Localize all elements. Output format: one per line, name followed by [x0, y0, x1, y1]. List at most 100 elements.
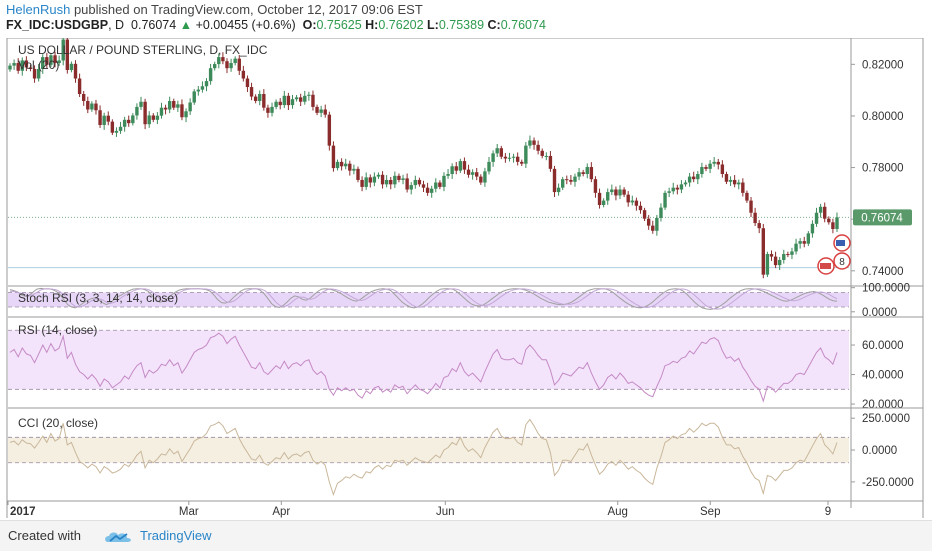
candle-body: [24, 60, 29, 68]
candle-body: [258, 94, 262, 101]
candle-body: [634, 200, 639, 206]
candle-body: [16, 63, 20, 71]
cci-tick-label: -250.0000: [862, 477, 914, 489]
candle-body: [581, 172, 585, 175]
candle-body: [409, 185, 413, 190]
publish-line: HelenRush published on TradingView.com, …: [6, 2, 423, 17]
candle-body: [53, 55, 57, 64]
candle-body: [749, 200, 753, 213]
candle-body: [663, 192, 667, 208]
candle-body: [327, 114, 332, 146]
candle-body: [716, 161, 720, 165]
candle-body: [221, 57, 225, 62]
stoch-rsi-title: Stoch RSI (3, 3, 14, 14, close): [18, 291, 178, 305]
candle-body: [479, 176, 483, 183]
candle-body: [143, 101, 147, 125]
author-link[interactable]: HelenRush: [6, 2, 71, 17]
candle-body: [307, 94, 311, 96]
candle-body: [225, 61, 229, 69]
price-change: +0.00455 (+0.6%): [195, 18, 296, 32]
up-arrow-icon: ▲: [179, 18, 193, 32]
candle-body: [401, 178, 405, 180]
candle-body: [208, 68, 213, 82]
tradingview-cloud-icon[interactable]: [104, 530, 134, 544]
candle-body: [753, 212, 757, 224]
event-count: 8: [839, 257, 845, 268]
candle-body: [155, 115, 160, 120]
candle-body: [429, 188, 434, 193]
rsi-tick-label: 60.0000: [862, 340, 904, 352]
candle-body: [417, 179, 422, 185]
candle-body: [294, 97, 299, 100]
candle-body: [376, 174, 381, 177]
close-value: 0.76074: [500, 18, 546, 32]
candle-body: [253, 96, 258, 101]
candle-body: [606, 192, 610, 201]
event-count-badge[interactable]: [833, 252, 851, 270]
footer-bar: Created with TradingView: [0, 520, 932, 551]
price-tick-label: 0.80000: [862, 111, 904, 123]
candle-body: [524, 145, 528, 164]
candle-body: [794, 243, 798, 252]
candle-body: [262, 94, 266, 108]
candle-body: [655, 217, 659, 231]
candle-body: [835, 217, 839, 229]
candle-body: [393, 175, 397, 185]
candle-body: [323, 109, 327, 115]
rsi-tick-label: 20.0000: [862, 399, 904, 411]
tradingview-brand-link[interactable]: TradingView: [140, 528, 212, 543]
candle-body: [196, 89, 201, 92]
open-value: 0.75625: [316, 18, 362, 32]
candle-body: [233, 58, 237, 64]
candle-body: [204, 81, 209, 87]
candle-body: [769, 254, 774, 257]
cci-pane: 250.0000 0.0000 -250.0000: [8, 407, 923, 497]
candle-body: [352, 168, 356, 171]
symbol-name: FX_IDC:USDGBP: [6, 18, 109, 32]
candle-body: [151, 115, 155, 120]
rsi-pane: 60.0000 40.0000 20.0000: [8, 316, 923, 411]
candle-body: [667, 191, 671, 193]
candle-body: [442, 175, 446, 187]
candle-body: [192, 91, 196, 103]
candle-body: [86, 100, 90, 110]
candle-body: [503, 156, 508, 159]
candle-body: [786, 254, 790, 256]
candle-body: [405, 178, 409, 190]
candle-body: [266, 107, 270, 113]
candle-body: [331, 145, 336, 169]
candle-body: [818, 206, 823, 213]
candle-body: [335, 161, 340, 169]
candle-body: [127, 119, 131, 124]
candle-body: [384, 179, 389, 185]
candle-body: [180, 104, 184, 118]
candle-body: [540, 150, 544, 156]
candle-body: [454, 166, 458, 171]
candle-body: [573, 176, 577, 182]
candle-body: [200, 86, 205, 90]
event-badges[interactable]: 8: [817, 234, 851, 275]
candle-body: [188, 102, 192, 112]
candle-body: [511, 156, 516, 158]
candle-body: [12, 63, 16, 66]
cci-tick-label: 250.0000: [862, 413, 910, 425]
candle-body: [118, 126, 123, 131]
close-label: C:: [487, 18, 501, 32]
candle-body: [565, 179, 569, 181]
candle-body: [642, 210, 647, 219]
low-value: 0.75389: [438, 18, 485, 32]
candle-body: [356, 168, 360, 180]
candle-body: [110, 121, 115, 133]
candle-body: [466, 169, 471, 175]
candle-body: [122, 119, 127, 127]
time-tick-label: 9: [825, 506, 831, 518]
candle-body: [237, 58, 241, 71]
time-axis: 2017 Mar Apr Jun Aug Sep 9: [7, 501, 831, 518]
candle-body: [298, 97, 303, 102]
candle-body: [61, 39, 65, 61]
candle-body: [790, 251, 794, 255]
candle-body: [147, 115, 151, 125]
time-tick-label: Apr: [272, 506, 290, 518]
